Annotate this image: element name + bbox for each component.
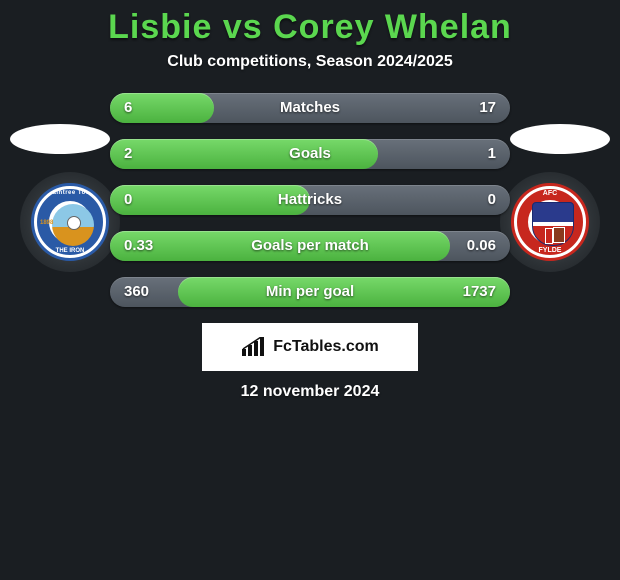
bars-icon [241, 337, 267, 357]
stat-value-right: 1737 [449, 277, 510, 307]
crest-right-bottom-text: FYLDE [514, 247, 586, 254]
stat-row: Goals per match0.33 0.06 [110, 231, 510, 261]
page-title: Lisbie vs Corey Whelan [0, 8, 620, 47]
stat-value-left: 0.33 [110, 231, 167, 261]
stat-row: Min per goal3601737 [110, 277, 510, 307]
crest-left-bottom-text: THE IRON [34, 248, 106, 254]
footer-brand-box: FcTables.com [202, 323, 418, 371]
stat-label: Goals [110, 139, 510, 169]
flag-right [510, 124, 610, 154]
stat-value-left: 360 [110, 277, 163, 307]
crest-left-top-text: Braintree Town [34, 190, 106, 196]
stat-label: Goals per match [110, 231, 510, 261]
date-text: 12 november 2024 [0, 383, 620, 401]
stat-value-left: 2 [110, 139, 146, 169]
stat-row: Matches6 17 [110, 93, 510, 123]
stat-row: Hattricks0 0 [110, 185, 510, 215]
stat-value-left: 0 [110, 185, 146, 215]
footer-brand-text: FcTables.com [273, 338, 379, 356]
stat-value-left: 6 [110, 93, 146, 123]
stat-value-right: 0.06 [453, 231, 510, 261]
crest-left-year: 1898 [40, 220, 53, 226]
subtitle: Club competitions, Season 2024/2025 [0, 53, 620, 71]
crest-right-top-text: AFC [514, 190, 586, 197]
fylde-crest-icon: AFC FYLDE [511, 183, 589, 261]
stat-row: Goals2 1 [110, 139, 510, 169]
stat-label: Matches [110, 93, 510, 123]
stat-value-right: 17 [465, 93, 510, 123]
club-badge-left: Braintree Town 1898 THE IRON [20, 172, 120, 272]
stat-value-right: 1 [474, 139, 510, 169]
flag-left [10, 124, 110, 154]
club-badge-right: AFC FYLDE [500, 172, 600, 272]
stat-label: Hattricks [110, 185, 510, 215]
stat-value-right: 0 [474, 185, 510, 215]
stats-container: Matches6 17 Goals2 1 Hattricks0 0 Goals per ma… [110, 93, 510, 307]
braintree-crest-icon: Braintree Town 1898 THE IRON [31, 183, 109, 261]
